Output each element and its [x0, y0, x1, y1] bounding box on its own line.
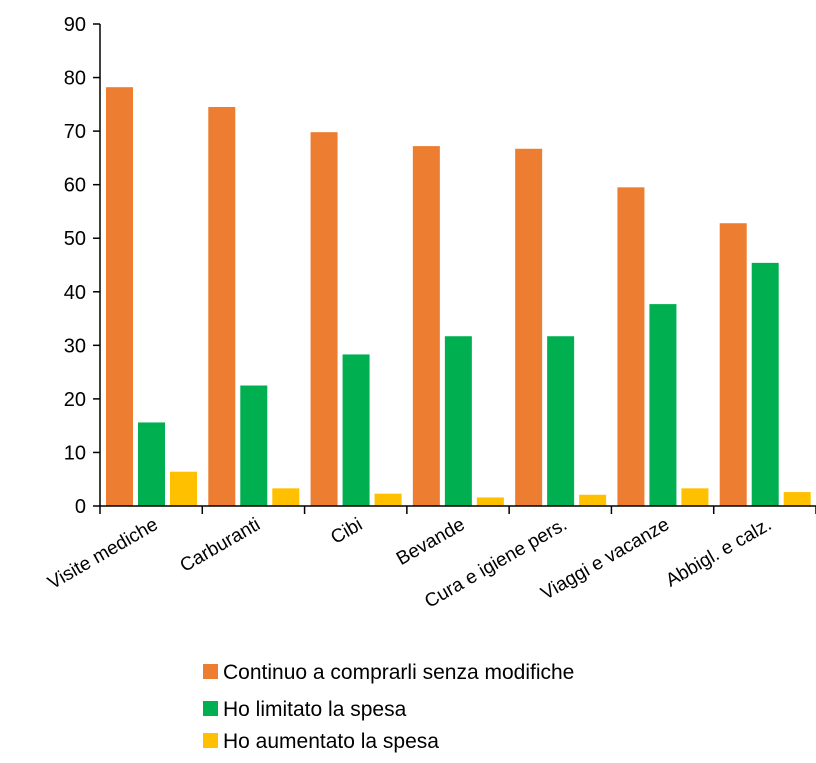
x-category-label-1: Carburanti — [177, 514, 264, 577]
bar-s0-c5 — [617, 187, 645, 506]
y-tick-label-80: 80 — [64, 68, 86, 90]
bar-s2-c6 — [783, 492, 811, 506]
bar-s1-c3 — [444, 336, 472, 506]
legend-label-2: Ho aumentato la spesa — [223, 730, 439, 753]
bar-s1-c1 — [240, 385, 268, 506]
axes-layer — [93, 23, 816, 514]
y-tick-label-40: 40 — [64, 282, 86, 304]
x-category-label-0: Visite mediche — [44, 514, 161, 594]
y-tick-label-70: 70 — [64, 121, 86, 143]
legend: Continuo a comprarli senza modifiche Ho l… — [203, 661, 574, 753]
bar-s1-c6 — [751, 262, 779, 506]
bar-s1-c5 — [649, 304, 677, 506]
bar-s1-c4 — [547, 336, 575, 506]
x-category-labels: Visite mediche Carburanti Cibi BevandeCura … — [44, 514, 775, 612]
legend-swatch-0 — [203, 664, 218, 679]
y-tick-label-50: 50 — [64, 228, 86, 250]
y-tick-label-90: 90 — [64, 14, 86, 36]
y-tick-label-30: 30 — [64, 335, 86, 357]
legend-label-0: Continuo a comprarli senza modifiche — [223, 661, 574, 684]
legend-label-1: Ho limitato la spesa — [223, 698, 407, 721]
x-category-label-6: Abbigl. e calz. — [662, 514, 775, 591]
bar-s0-c3 — [412, 146, 440, 507]
x-category-label-2: Cibi — [327, 514, 366, 549]
legend-swatch-2 — [203, 733, 218, 748]
bar-s1-c2 — [342, 354, 370, 506]
bar-s2-c1 — [272, 488, 300, 506]
y-tick-labels: 0 10 20 30 40 50 60 70 80 90 — [64, 14, 86, 518]
y-tick-label-60: 60 — [64, 175, 86, 197]
bar-s2-c4 — [579, 494, 607, 506]
bars-layer — [106, 87, 811, 507]
bar-s0-c1 — [208, 107, 236, 506]
x-category-label-3: Bevande — [393, 514, 468, 570]
bar-s2-c0 — [170, 471, 197, 506]
bar-s0-c6 — [719, 223, 747, 507]
bar-s0-c0 — [106, 87, 133, 506]
bar-s2-c3 — [476, 497, 504, 506]
bar-s2-c5 — [681, 488, 709, 506]
bar-s0-c2 — [310, 132, 338, 506]
y-tick-label-20: 20 — [64, 389, 86, 411]
bar-s1-c0 — [138, 422, 165, 506]
y-tick-label-0: 0 — [75, 496, 86, 518]
y-tick-label-10: 10 — [64, 442, 86, 464]
bar-s2-c2 — [374, 493, 402, 506]
legend-swatch-1 — [203, 701, 218, 716]
bar-s0-c4 — [515, 148, 543, 506]
